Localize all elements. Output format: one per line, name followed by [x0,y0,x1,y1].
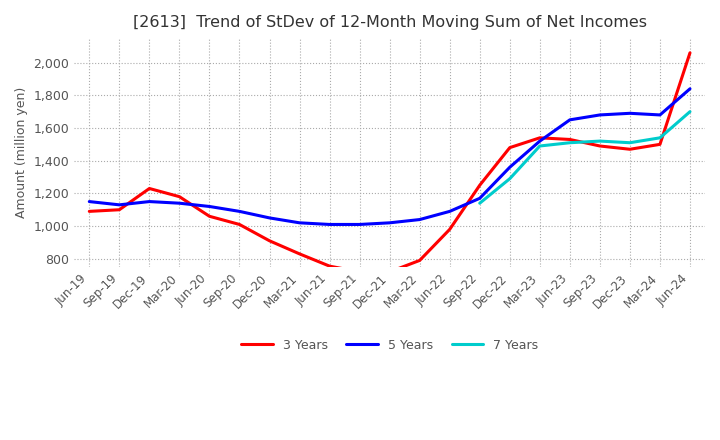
3 Years [656,142,665,147]
5 Years [325,222,334,227]
5 Years [235,209,244,214]
5 Years [85,199,94,204]
Line: 7 Years: 7 Years [480,112,690,203]
5 Years [505,165,514,170]
5 Years [175,201,184,206]
3 Years [115,207,124,213]
3 Years [145,186,153,191]
5 Years [385,220,394,225]
5 Years [475,196,484,201]
3 Years [505,145,514,150]
5 Years [115,202,124,208]
5 Years [205,204,214,209]
3 Years [85,209,94,214]
7 Years [626,140,634,145]
7 Years [685,109,694,114]
5 Years [145,199,153,204]
7 Years [536,143,544,149]
5 Years [355,222,364,227]
7 Years [475,201,484,206]
3 Years [565,137,574,142]
3 Years [265,238,274,243]
5 Years [565,117,574,122]
5 Years [626,111,634,116]
5 Years [415,217,424,222]
3 Years [475,183,484,188]
5 Years [265,215,274,220]
5 Years [685,86,694,92]
3 Years [295,251,304,257]
3 Years [355,269,364,275]
Y-axis label: Amount (million yen): Amount (million yen) [15,87,28,218]
5 Years [446,209,454,214]
5 Years [656,112,665,117]
3 Years [446,227,454,232]
7 Years [656,135,665,140]
7 Years [595,139,604,144]
3 Years [595,143,604,149]
3 Years [325,264,334,269]
3 Years [205,214,214,219]
Title: [2613]  Trend of StDev of 12-Month Moving Sum of Net Incomes: [2613] Trend of StDev of 12-Month Moving… [132,15,647,30]
3 Years [415,258,424,263]
3 Years [385,269,394,275]
Legend: 3 Years, 5 Years, 7 Years: 3 Years, 5 Years, 7 Years [236,334,543,357]
3 Years [536,135,544,140]
7 Years [505,176,514,181]
5 Years [295,220,304,225]
5 Years [536,139,544,144]
Line: 5 Years: 5 Years [89,89,690,224]
3 Years [235,222,244,227]
7 Years [565,140,574,145]
Line: 3 Years: 3 Years [89,53,690,272]
3 Years [175,194,184,199]
3 Years [626,147,634,152]
5 Years [595,112,604,117]
3 Years [685,50,694,55]
